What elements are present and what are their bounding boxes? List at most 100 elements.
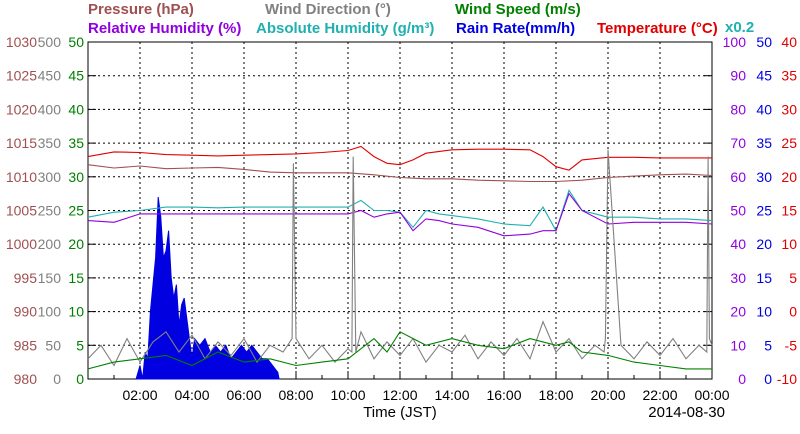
tick-label-pressure: 995	[14, 270, 38, 286]
x-tick-label: 06:00	[226, 387, 261, 403]
tick-label-temperature: 15	[781, 203, 797, 219]
tick-label-wind-direction: 450	[38, 68, 62, 84]
x-tick-label: 02:00	[122, 387, 157, 403]
tick-label-wind-direction: 350	[38, 135, 62, 151]
tick-label-wind-speed: 45	[68, 68, 84, 84]
tick-label-wind-speed: 15	[68, 270, 84, 286]
tick-label-wind-direction: 500	[38, 34, 62, 50]
tick-label-relative-humidity: 30	[730, 270, 746, 286]
tick-label-pressure: 1000	[6, 236, 37, 252]
series-wind-direction	[87, 149, 713, 367]
tick-label-wind-speed: 0	[76, 371, 84, 387]
tick-label-temperature: -5	[785, 337, 798, 353]
tick-label-pressure: 1005	[6, 203, 37, 219]
tick-label-temperature: 20	[781, 169, 797, 185]
tick-label-relative-humidity: 80	[730, 101, 746, 117]
date-label: 2014-08-30	[648, 404, 725, 421]
tick-label-rain-rate: 30	[756, 169, 772, 185]
tick-label-relative-humidity: 20	[730, 304, 746, 320]
tick-label-wind-speed: 10	[68, 304, 84, 320]
x-tick-label: 12:00	[382, 387, 417, 403]
header-relative-humidity: Relative Humidity (%)	[88, 20, 241, 37]
header-pressure: Pressure (hPa)	[88, 1, 194, 18]
tick-label-wind-speed: 40	[68, 101, 84, 117]
left-axes: 1030102510201015101010051000995990985980…	[6, 34, 84, 387]
tick-label-temperature: 0	[789, 304, 797, 320]
tick-label-relative-humidity: 40	[730, 236, 746, 252]
tick-label-temperature: 25	[781, 135, 797, 151]
tick-label-pressure: 980	[14, 371, 38, 387]
tick-label-temperature: 10	[781, 236, 797, 252]
tick-label-rain-rate: 20	[756, 236, 772, 252]
tick-label-rain-rate: 45	[756, 68, 772, 84]
tick-label-temperature: 30	[781, 101, 797, 117]
tick-label-rain-rate: 15	[756, 270, 772, 286]
tick-label-wind-direction: 400	[38, 101, 62, 117]
tick-label-wind-direction: 50	[45, 337, 61, 353]
tick-label-pressure: 1025	[6, 68, 37, 84]
tick-label-rain-rate: 5	[764, 337, 772, 353]
tick-label-wind-speed: 50	[68, 34, 84, 50]
x-axis: 02:00 04:00 06:00 08:00 10:00 12:00 14:00 16:00…	[122, 387, 729, 403]
header-absolute-humidity: Absolute Humidity (g/m³)	[256, 20, 434, 37]
tick-label-wind-direction: 100	[38, 304, 62, 320]
x-tick-label: 10:00	[330, 387, 365, 403]
tick-label-pressure: 990	[14, 304, 38, 320]
x-tick-label: 08:00	[278, 387, 313, 403]
tick-label-rain-rate: 35	[756, 135, 772, 151]
right-axes: 1009080706050403020100504540353025201510…	[723, 34, 798, 387]
tick-label-temperature: 5	[789, 270, 797, 286]
tick-label-rain-rate: 0	[764, 371, 772, 387]
header-row-1: Pressure (hPa) Wind Direction (°) Wind Spe…	[88, 1, 581, 18]
tick-label-relative-humidity: 70	[730, 135, 746, 151]
tick-label-temperature: 35	[781, 68, 797, 84]
x-axis-title: Time (JST)	[363, 404, 437, 421]
tick-label-relative-humidity: 60	[730, 169, 746, 185]
tick-label-wind-direction: 0	[53, 371, 61, 387]
tick-label-rain-rate: 50	[756, 34, 772, 50]
x-tick-label: 18:00	[538, 387, 573, 403]
tick-label-wind-direction: 300	[38, 169, 62, 185]
header-wind-speed: Wind Speed (m/s)	[455, 1, 581, 18]
tick-label-relative-humidity: 100	[723, 34, 747, 50]
tick-label-rain-rate: 40	[756, 101, 772, 117]
tick-label-pressure: 985	[14, 337, 38, 353]
tick-label-pressure: 1030	[6, 34, 37, 50]
tick-label-relative-humidity: 0	[738, 371, 746, 387]
tick-label-temperature: -10	[777, 371, 797, 387]
tick-label-wind-direction: 250	[38, 203, 62, 219]
x-tick-label: 04:00	[174, 387, 209, 403]
tick-label-wind-direction: 150	[38, 270, 62, 286]
series-wind-speed	[87, 331, 712, 370]
tick-label-relative-humidity: 90	[730, 68, 746, 84]
tick-label-temperature: 40	[781, 34, 797, 50]
x-tick-label: 16:00	[486, 387, 521, 403]
header-wind-direction: Wind Direction (°)	[265, 1, 391, 18]
tick-label-wind-speed: 20	[68, 236, 84, 252]
series-relative-humidity	[87, 192, 713, 237]
x-tick-label: 20:00	[590, 387, 625, 403]
tick-label-wind-speed: 5	[76, 337, 84, 353]
tick-label-rain-rate: 10	[756, 304, 772, 320]
tick-label-relative-humidity: 10	[730, 337, 746, 353]
header-rain-rate: Rain Rate(mm/h)	[456, 20, 575, 37]
header-row-2: Relative Humidity (%) Absolute Humidity (…	[88, 20, 718, 37]
grid	[88, 42, 712, 379]
tick-label-wind-direction: 200	[38, 236, 62, 252]
tick-label-pressure: 1020	[6, 101, 37, 117]
x-tick-label: 00:00	[694, 387, 729, 403]
header-temperature: Temperature (°C)	[597, 20, 718, 37]
tick-label-wind-speed: 35	[68, 135, 84, 151]
tick-label-wind-speed: 25	[68, 203, 84, 219]
tick-label-pressure: 1010	[6, 169, 37, 185]
x-tick-label: 14:00	[434, 387, 469, 403]
tick-label-pressure: 1015	[6, 135, 37, 151]
tick-label-rain-rate: 25	[756, 203, 772, 219]
tick-label-wind-speed: 30	[68, 169, 84, 185]
multiplier-label: x0.2	[725, 19, 754, 36]
tick-label-relative-humidity: 50	[730, 203, 746, 219]
series-temperature	[87, 145, 712, 171]
x-tick-label: 22:00	[642, 387, 677, 403]
line-series	[87, 145, 713, 370]
